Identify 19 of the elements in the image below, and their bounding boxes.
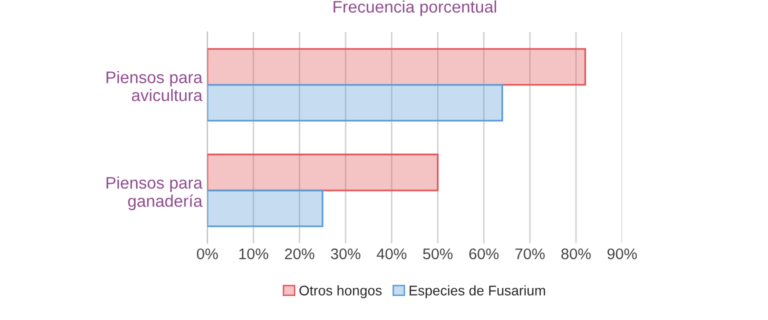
x-tick-label: 40% bbox=[376, 248, 406, 260]
x-tick-label: 30% bbox=[330, 248, 360, 260]
x-tick-label: 20% bbox=[285, 248, 314, 260]
x-tick-label: 90% bbox=[608, 248, 637, 260]
y-tick-label: Piensos para ganadería bbox=[106, 176, 203, 210]
bar bbox=[207, 190, 324, 228]
bar bbox=[207, 154, 439, 192]
x-tick-label: 10% bbox=[239, 248, 268, 260]
bar bbox=[207, 48, 586, 86]
x-tick-label: 60% bbox=[469, 248, 499, 260]
chart-title: Frecuencia porcentual bbox=[334, 0, 496, 16]
bar bbox=[207, 84, 504, 122]
x-tick-label: 0% bbox=[196, 248, 218, 260]
x-tick-label: 50% bbox=[423, 248, 453, 260]
legend-label: Especies de Fusarium bbox=[410, 285, 546, 298]
y-tick-label: Piensos para avicultura bbox=[106, 70, 203, 102]
x-tick-label: 80% bbox=[561, 248, 591, 260]
legend-label: Otros hongos bbox=[299, 285, 382, 298]
x-tick-label: 70% bbox=[515, 248, 545, 260]
